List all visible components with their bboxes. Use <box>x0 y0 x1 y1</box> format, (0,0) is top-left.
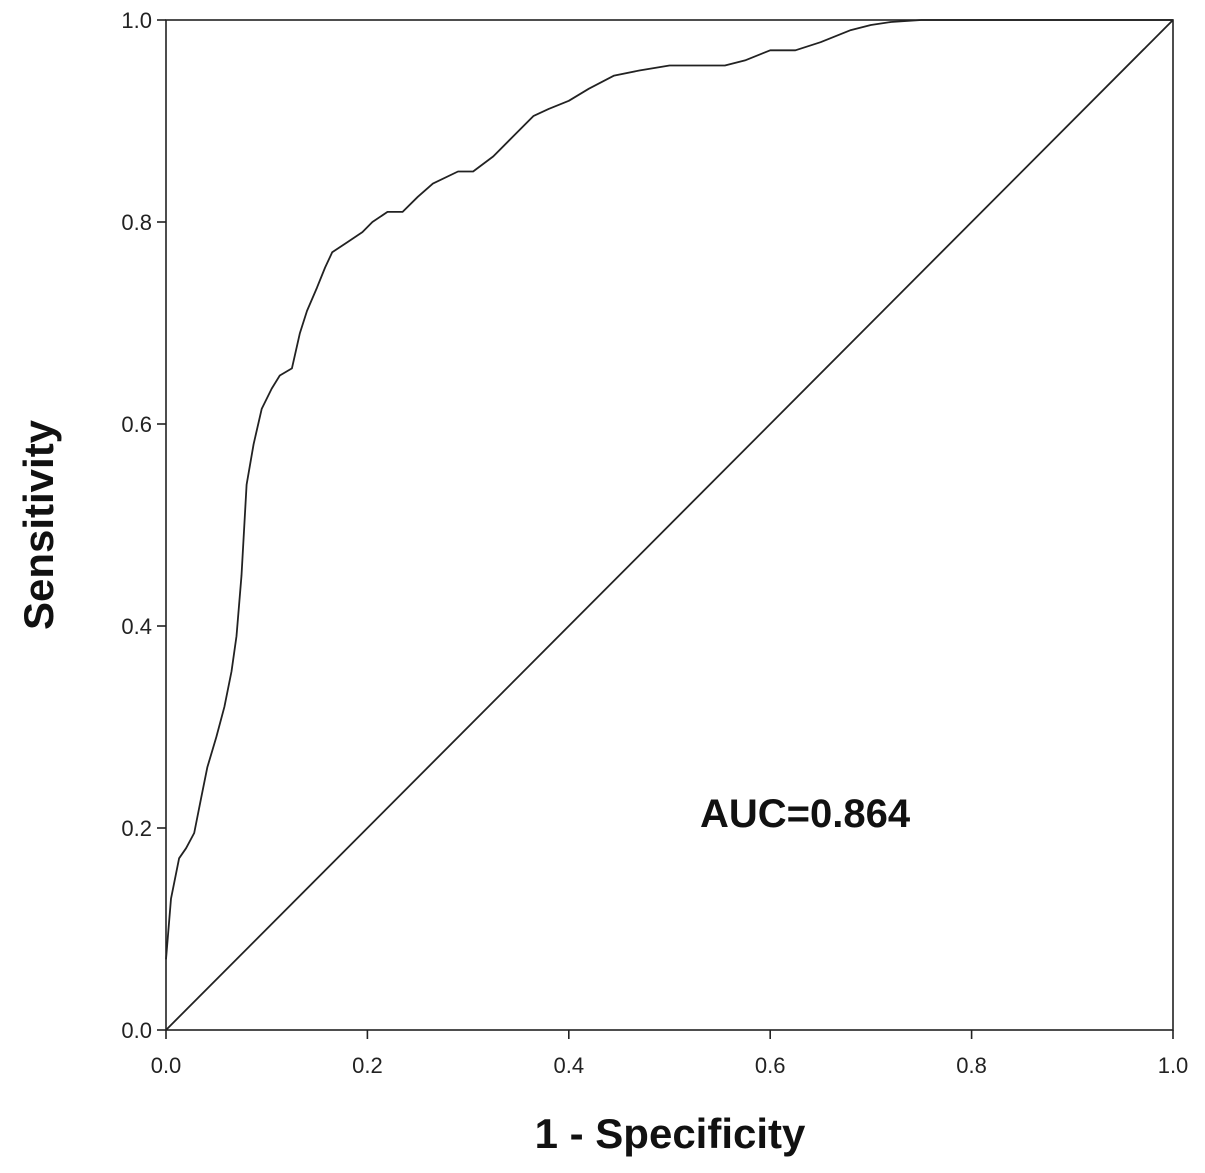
y-tick-label: 0.2 <box>121 816 152 841</box>
y-axis-title: Sensitivity <box>15 419 62 630</box>
roc-curve-line <box>165 19 1173 960</box>
x-tick-label: 0.4 <box>554 1053 585 1078</box>
x-tick-label: 0.6 <box>755 1053 786 1078</box>
y-tick-label: 0.0 <box>121 1018 152 1043</box>
plot-frame <box>165 19 1174 1031</box>
y-tick-label: 0.8 <box>121 210 152 235</box>
x-tick-label: 0.0 <box>151 1053 182 1078</box>
axis-ticks: 0.0 0.2 0.4 0.6 0.8 1.0 0.0 0.2 0.4 0.6 0.8 1.0 <box>121 8 1188 1078</box>
x-tick-label: 0.8 <box>956 1053 987 1078</box>
y-tick-label: 0.6 <box>121 412 152 437</box>
x-tick-label: 1.0 <box>1158 1053 1189 1078</box>
series-layer <box>165 19 1174 1031</box>
y-tick-label: 0.4 <box>121 614 152 639</box>
auc-annotation: AUC=0.864 <box>700 792 911 836</box>
x-axis-title: 1 - Specificity <box>535 1110 806 1157</box>
reference-diagonal-line <box>165 19 1174 1031</box>
y-tick-label: 1.0 <box>121 8 152 33</box>
x-tick-label: 0.2 <box>352 1053 383 1078</box>
